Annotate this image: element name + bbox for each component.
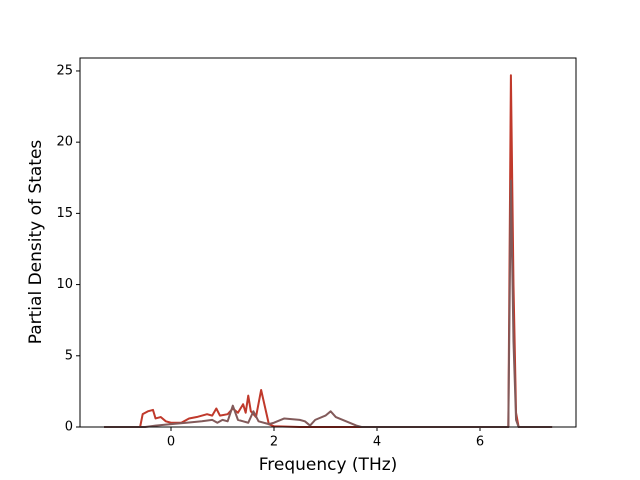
x-axis-label: Frequency (THz) <box>259 455 398 475</box>
x-tick-label: 0 <box>167 435 175 450</box>
y-tick-label: 5 <box>65 348 73 363</box>
x-tick-label: 2 <box>270 435 278 450</box>
plot-area <box>80 58 576 427</box>
y-tick-label: 0 <box>65 420 73 435</box>
y-tick-label: 15 <box>56 206 73 221</box>
x-tick-label: 6 <box>476 435 484 450</box>
y-tick-label: 25 <box>56 63 73 78</box>
y-tick-label: 20 <box>56 135 73 150</box>
plot-frame <box>79 57 577 428</box>
x-tick-label: 4 <box>373 435 381 450</box>
y-tick-label: 10 <box>56 277 73 292</box>
y-axis-label: Partial Density of States <box>26 140 46 345</box>
